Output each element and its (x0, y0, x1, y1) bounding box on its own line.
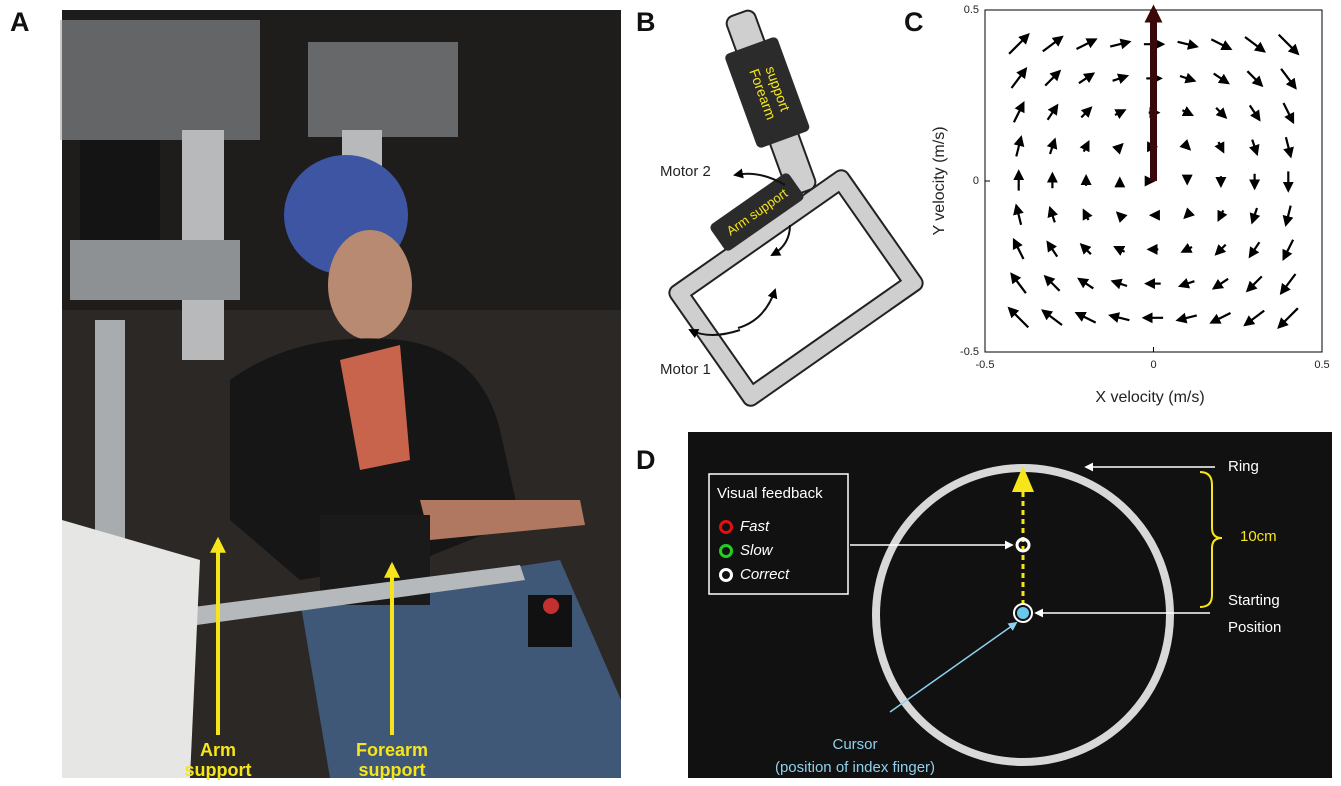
vector-arrow (1185, 213, 1190, 218)
vector-arrow (1281, 69, 1295, 88)
photo: Arm support Forearm support (60, 10, 621, 780)
diagram-label: Motor 2 (660, 163, 711, 180)
vector-arrow (1214, 74, 1228, 84)
vector-arrow (1043, 311, 1062, 325)
vector-arrow (1247, 276, 1261, 290)
vector-arrow (1115, 247, 1125, 252)
vector-arrow (1178, 42, 1197, 47)
vector-arrow (1009, 35, 1028, 54)
start-label: Position (1228, 619, 1281, 636)
panel-letter: D (636, 445, 656, 475)
vector-arrow (1045, 276, 1059, 290)
vector-arrow (1247, 71, 1261, 85)
vector-arrow (1016, 206, 1021, 225)
figure: A B C D Arm support Forearm support (0, 0, 1341, 786)
vector-arrow (1110, 42, 1129, 47)
panel-letter: A (10, 7, 30, 37)
cursor-label: Cursor (832, 736, 877, 753)
vector-arrow (1279, 35, 1298, 54)
vector-arrow (1110, 315, 1129, 320)
x-axis-title: X velocity (m/s) (1095, 389, 1204, 406)
legend-label: Correct (740, 566, 790, 583)
vector-arrow (1182, 110, 1192, 115)
cursor-label: (position of index finger) (775, 759, 935, 776)
diagram-label: Motor 1 (660, 361, 711, 378)
page: { "panel_letters": ["A", "B", "C", "D"],… (0, 0, 1341, 786)
photo-label: Forearm (356, 740, 428, 760)
x-tick-label: -0.5 (976, 359, 995, 371)
y-tick-label: -0.5 (960, 346, 979, 358)
start-label: Starting (1228, 592, 1280, 609)
vector-arrow (1117, 144, 1122, 149)
vector-arrow (1050, 140, 1055, 154)
vector-arrow (1043, 37, 1062, 51)
robot-diagram: Forearm support Arm support Motor 2 Moto… (660, 4, 926, 409)
vector-arrow (1113, 76, 1127, 81)
vector-arrow (1050, 208, 1055, 222)
vector-arrow (1115, 110, 1125, 115)
vector-arrow (1012, 274, 1026, 293)
vector-arrow (1084, 210, 1089, 220)
y-axis-title: Y velocity (m/s) (931, 126, 948, 235)
vector-arrow (1219, 142, 1224, 152)
vector-arrow (1081, 245, 1091, 255)
vector-arrow (1009, 308, 1028, 327)
vector-arrow (1219, 210, 1224, 220)
legend-title: Visual feedback (717, 485, 823, 502)
photo-label: support (185, 760, 252, 780)
vector-arrow (1048, 242, 1058, 256)
vector-arrow (1252, 208, 1257, 222)
vector-arrow (1245, 37, 1264, 51)
x-tick-label: 0 (1150, 359, 1156, 371)
vector-arrow (1014, 240, 1024, 259)
quiver-chart: X velocity (m/s) Y velocity (m/s) -0.5 0 0… (931, 4, 1329, 406)
ring-label: Ring (1228, 458, 1259, 475)
vector-arrow (1245, 311, 1264, 325)
vector-arrow (1281, 274, 1295, 293)
legend-label: Fast (740, 518, 770, 535)
vector-arrow (1286, 137, 1291, 156)
vector-arrow (1211, 39, 1230, 49)
vector-arrow (1012, 69, 1026, 88)
vector-arrow (1214, 279, 1228, 289)
vector-arrow (1286, 206, 1291, 225)
vector-arrow (1084, 142, 1089, 152)
task-display: Visual feedback Fast Slow Correct Ring Sta… (688, 432, 1332, 778)
vector-arrow (1216, 108, 1226, 118)
vector-arrow (1182, 247, 1192, 252)
vector-arrow (1185, 144, 1190, 149)
y-tick-label: 0.5 (964, 4, 979, 16)
vector-arrow (1117, 213, 1122, 218)
vector-arrow (1284, 103, 1294, 122)
vector-arrow (1178, 315, 1197, 320)
vector-arrow (1077, 313, 1096, 323)
vector-arrow (1252, 140, 1257, 154)
panel-letter: B (636, 7, 656, 37)
x-tick-label: 0.5 (1314, 359, 1329, 371)
vector-arrow (1079, 74, 1093, 84)
vector-arrow (1081, 108, 1091, 118)
y-tick-label: 0 (973, 175, 979, 187)
distance-label: 10cm (1240, 528, 1277, 545)
vector-arrow (1279, 308, 1298, 327)
vector-arrow (1180, 76, 1194, 81)
vector-arrow (1048, 105, 1058, 119)
vector-arrow (1250, 105, 1260, 119)
vector-arrow (1211, 313, 1230, 323)
vector-arrow (1250, 242, 1260, 256)
vector-arrow (1180, 281, 1194, 286)
vector-arrow (1014, 103, 1024, 122)
photo-label: support (359, 760, 426, 780)
vector-arrow (1016, 137, 1021, 156)
vector-arrow (1284, 240, 1294, 259)
vector-arrow (1045, 71, 1059, 85)
vector-arrow (1216, 245, 1226, 255)
vector-arrow (1077, 39, 1096, 49)
photo-label: Arm (200, 740, 236, 760)
vector-arrow (1079, 279, 1093, 289)
legend-label: Slow (740, 542, 774, 559)
panel-letter: C (904, 7, 924, 37)
vector-arrow (1113, 281, 1127, 286)
